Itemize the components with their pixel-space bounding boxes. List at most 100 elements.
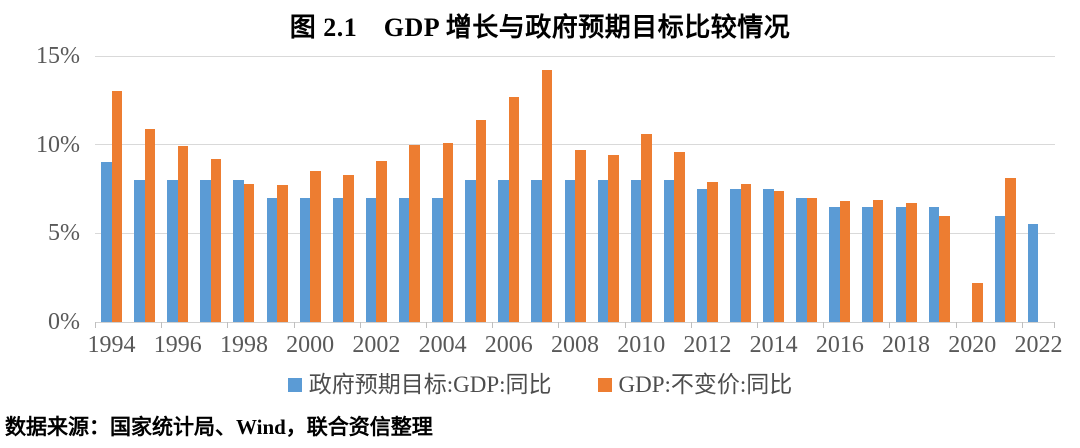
bar-actual-2014 (773, 190, 785, 322)
x-tick-label-2002: 2002 (352, 332, 401, 358)
bar-target-2002 (365, 197, 377, 322)
x-tick-mark (889, 322, 891, 328)
gridline-15pct (95, 55, 1055, 57)
bar-actual-2019 (939, 215, 950, 322)
bar-actual-2005 (475, 119, 487, 322)
bar-target-2021 (994, 215, 1006, 322)
x-tick-mark (426, 322, 428, 328)
x-axis-line (95, 322, 1055, 323)
bar-target-2014 (763, 189, 774, 322)
x-tick-label-2010: 2010 (617, 332, 666, 358)
bar-target-1999 (266, 197, 278, 322)
bar-target-2016 (829, 206, 840, 322)
x-tick-label-2020: 2020 (948, 332, 997, 358)
x-tick-label-2008: 2008 (551, 332, 599, 358)
bar-target-2000 (299, 197, 311, 322)
bar-actual-2015 (806, 197, 818, 322)
x-tick-label-2016: 2016 (815, 332, 864, 358)
x-tick-mark (1054, 322, 1055, 328)
x-tick-mark (558, 322, 560, 328)
bar-actual-2001 (343, 174, 354, 322)
bar-target-2003 (398, 197, 410, 322)
bar-actual-2007 (541, 70, 553, 322)
y-tick-label-0pct: 0% (48, 309, 80, 335)
bar-target-1997 (200, 180, 211, 322)
bar-target-2007 (531, 180, 542, 322)
bar-actual-2018 (906, 203, 917, 322)
bar-actual-2012 (707, 181, 718, 322)
x-tick-label-2018: 2018 (882, 332, 931, 358)
bar-actual-2013 (740, 183, 752, 322)
x-tick-mark (690, 322, 692, 328)
x-tick-mark (757, 322, 759, 328)
bar-actual-2021 (1005, 178, 1016, 322)
legend: 政府预期目标:GDP:同比 GDP:不变价:同比 (0, 373, 1080, 397)
bar-target-2010 (630, 180, 642, 322)
bar-target-2001 (332, 197, 344, 322)
bar-target-1998 (233, 180, 244, 322)
x-tick-label-1998: 1998 (219, 332, 268, 358)
bar-actual-2009 (608, 155, 619, 322)
x-tick-mark (293, 322, 295, 328)
bar-target-2015 (796, 197, 807, 322)
x-tick-label-2014: 2014 (749, 332, 798, 358)
legend-item-target: 政府预期目标:GDP:同比 (287, 372, 552, 397)
legend-label-target: 政府预期目标:GDP:同比 (308, 372, 552, 397)
x-tick-mark (955, 322, 957, 328)
bar-actual-2011 (674, 151, 685, 322)
bar-target-2004 (432, 197, 443, 322)
x-tick-mark (823, 322, 825, 328)
bar-target-1994 (101, 162, 112, 322)
bar-target-2009 (597, 180, 609, 322)
x-tick-label-2000: 2000 (286, 332, 335, 358)
bar-actual-2017 (872, 199, 884, 322)
bar-actual-2003 (409, 144, 420, 322)
y-tick-label-15pct: 15% (36, 43, 80, 69)
bar-actual-2000 (310, 171, 321, 322)
x-tick-mark (227, 322, 229, 328)
bar-target-2017 (862, 206, 873, 322)
plot-area (95, 55, 1055, 328)
bar-actual-1998 (243, 183, 255, 322)
bar-target-2022 (1027, 224, 1039, 322)
bar-actual-2016 (839, 201, 851, 322)
bar-target-2005 (465, 180, 476, 322)
x-tick-mark (1021, 322, 1023, 328)
y-tick-label-5pct: 5% (48, 220, 80, 247)
bar-actual-1999 (277, 185, 288, 322)
bar-target-2008 (564, 180, 575, 322)
x-tick-mark (161, 322, 163, 328)
bar-target-2012 (696, 189, 708, 322)
bar-actual-2020 (972, 283, 983, 322)
x-tick-mark (492, 322, 494, 328)
gridline-10pct (95, 144, 1055, 146)
x-tick-label-1996: 1996 (153, 332, 202, 358)
source-note: 数据来源：国家统计局、Wind，联合资信整理 (5, 415, 433, 439)
bar-target-1995 (134, 180, 145, 322)
x-tick-label-2006: 2006 (484, 332, 533, 358)
x-tick-label-2022: 2022 (1014, 332, 1063, 358)
bar-actual-1995 (144, 128, 156, 322)
legend-label-actual: GDP:不变价:同比 (618, 372, 793, 397)
bar-actual-1994 (111, 91, 123, 322)
bar-actual-1997 (210, 158, 222, 322)
x-axis: 1994 1996 1998 2000 2002 2004 2006 2008 2010 2012… (88, 331, 1063, 361)
bar-actual-2006 (508, 96, 520, 322)
bar-actual-2010 (641, 134, 652, 322)
x-tick-mark (95, 322, 96, 328)
bar-actual-2004 (442, 142, 454, 322)
bar-target-1996 (167, 180, 178, 322)
bar-target-2019 (928, 206, 940, 322)
bar-actual-1996 (177, 146, 189, 322)
x-tick-label-2012: 2012 (683, 332, 732, 358)
x-tick-label-2004: 2004 (418, 332, 467, 358)
x-tick-mark (359, 322, 361, 328)
bar-target-2018 (895, 206, 907, 322)
bar-target-2013 (730, 189, 741, 322)
y-axis: 0% 5% 10% 15% (0, 43, 80, 335)
legend-swatch-target (287, 378, 302, 392)
y-tick-label-10pct: 10% (36, 131, 80, 158)
x-tick-label-1994: 1994 (87, 332, 136, 358)
bar-target-2006 (498, 180, 509, 322)
